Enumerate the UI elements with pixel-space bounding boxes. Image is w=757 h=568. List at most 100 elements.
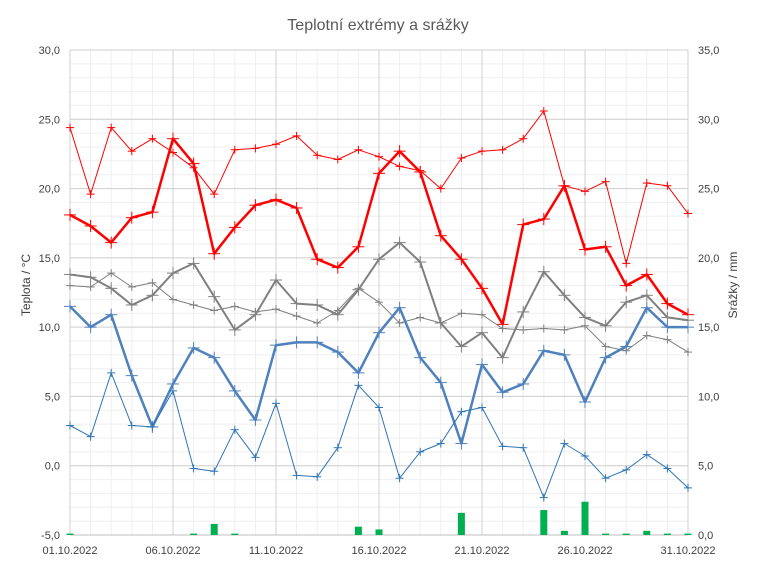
- series-point-max-thin: [498, 145, 507, 154]
- series-point-avg-thin: [560, 325, 569, 334]
- precipitation-bar: [457, 512, 465, 535]
- x-tick-label: 01.10.2022: [42, 545, 97, 557]
- series-point-max-thin: [86, 190, 95, 199]
- series-point-max-thin: [127, 147, 136, 156]
- series-point-max-thick: [290, 201, 303, 214]
- series-point-avg-thin: [66, 281, 74, 290]
- series-point-max-thick: [517, 218, 530, 231]
- series-point-avg-thick: [352, 283, 365, 296]
- series-point-min-thick: [661, 321, 674, 334]
- series-point-avg-thick: [146, 289, 159, 302]
- series-point-avg-thick: [414, 256, 427, 269]
- series-point-avg-thick: [167, 267, 179, 280]
- series-point-max-thick: [249, 199, 262, 212]
- series-point-max-thin: [622, 259, 631, 268]
- series-point-avg-thin: [519, 325, 528, 334]
- series-point-min-thin: [272, 399, 280, 408]
- series-point-min-thin: [663, 464, 672, 473]
- series-point-avg-thin: [684, 348, 692, 357]
- series-point-max-thin: [457, 154, 466, 163]
- series-point-avg-thin: [395, 318, 404, 327]
- series-point-min-thin: [478, 403, 486, 412]
- series-point-min-thin: [148, 422, 157, 431]
- series-point-avg-thin: [416, 313, 425, 322]
- series-point-avg-thick: [434, 316, 447, 329]
- series-point-min-thin: [519, 443, 528, 452]
- series-point-min-thick: [393, 301, 406, 314]
- series-point-min-thick: [434, 376, 447, 389]
- series-point-avg-thick: [620, 296, 633, 309]
- series-point-min-thin: [395, 474, 404, 483]
- series-point-max-thick: [167, 132, 179, 145]
- series-point-max-thick: [373, 167, 385, 180]
- series-point-max-thick: [476, 282, 488, 295]
- series-point-max-thick: [64, 208, 76, 221]
- y-tick-label: 5,0: [45, 391, 60, 403]
- series-point-max-thick: [125, 211, 138, 224]
- series-point-min-thick: [208, 351, 221, 364]
- series-point-min-thick: [414, 351, 427, 364]
- series-point-max-thin: [272, 140, 280, 149]
- series-point-min-thick: [249, 413, 262, 426]
- series-point-min-thick: [352, 366, 365, 379]
- series-point-avg-thin: [663, 335, 672, 344]
- precipitation-bar: [643, 530, 651, 535]
- series-point-max-thin: [663, 181, 672, 190]
- series-point-max-thick: [537, 213, 550, 226]
- series-point-min-thin: [230, 425, 239, 434]
- series-point-avg-thick: [290, 297, 303, 310]
- series-point-min-thin: [416, 447, 425, 456]
- precipitation-bar: [602, 533, 610, 535]
- series-point-min-thin: [581, 452, 589, 461]
- series-point-max-thick: [620, 279, 633, 292]
- series-point-avg-thin: [601, 342, 610, 351]
- series-point-max-thick: [599, 240, 612, 253]
- series-point-avg-thin: [313, 318, 322, 327]
- series-point-avg-thick: [187, 257, 200, 270]
- series-point-avg-thick: [579, 311, 591, 324]
- series-point-max-thick: [661, 297, 674, 310]
- series-point-min-thick: [682, 321, 694, 334]
- y-axis-title-left: Teplota / °C: [19, 254, 33, 316]
- series-point-max-thick: [228, 221, 241, 234]
- x-tick-label: 16.10.2022: [351, 545, 406, 557]
- series-point-avg-thick: [455, 340, 468, 353]
- series-point-max-thin: [148, 134, 157, 143]
- series-point-min-thick: [187, 341, 200, 354]
- series-point-avg-thick: [105, 282, 118, 295]
- y-axis-title-right: Srážky / mm: [726, 252, 740, 319]
- series-point-max-thick: [84, 219, 97, 232]
- series-point-min-thick: [640, 301, 653, 314]
- x-tick-label: 31.10.2022: [660, 545, 715, 557]
- series-point-avg-thick: [393, 236, 406, 249]
- series-point-min-thin: [684, 483, 692, 492]
- series-point-max-thin: [313, 151, 322, 160]
- series-point-max-thin: [375, 152, 383, 161]
- y2-tick-label: 5,0: [698, 461, 713, 473]
- x-tick-label: 21.10.2022: [454, 545, 509, 557]
- series-point-avg-thin: [127, 282, 136, 291]
- series-point-avg-thin: [375, 298, 383, 307]
- series-point-max-thin: [601, 177, 610, 186]
- series-point-avg-thin: [107, 269, 116, 278]
- series-point-avg-thick: [228, 323, 241, 336]
- series-point-min-thick: [373, 326, 385, 339]
- series-point-max-thin: [684, 209, 692, 218]
- series-point-max-thin: [642, 179, 651, 188]
- precipitation-bar: [190, 533, 198, 535]
- precipitation-bar: [210, 523, 218, 535]
- series-point-min-thin: [622, 465, 631, 474]
- series-point-max-thin: [230, 145, 239, 154]
- series-point-max-thick: [311, 253, 324, 266]
- series-point-min-thick: [558, 348, 571, 361]
- series-point-avg-thick: [476, 326, 488, 339]
- series-point-avg-thin: [539, 324, 548, 333]
- series-point-min-thin: [251, 453, 260, 462]
- y2-tick-label: 35,0: [698, 45, 719, 57]
- series-point-avg-thick: [558, 289, 571, 302]
- series-point-avg-thin: [272, 305, 280, 314]
- series-point-max-thin: [107, 123, 116, 132]
- series-point-avg-thin: [148, 278, 157, 287]
